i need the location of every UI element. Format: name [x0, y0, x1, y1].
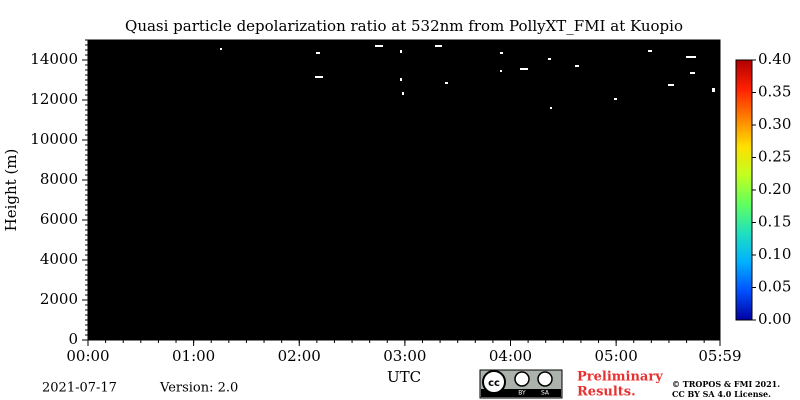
colorbar-tick-label: 0.35	[758, 83, 791, 101]
colorbar-tick-label: 0.15	[758, 213, 791, 231]
badge-cc: cc	[488, 378, 500, 389]
copyright: CC BY SA 4.0 License.	[672, 389, 771, 399]
badge-by: BY	[518, 390, 526, 397]
specks	[220, 45, 715, 109]
notice-line: Preliminary	[577, 370, 663, 385]
x-tick-label: 05:59	[698, 347, 741, 365]
y-tick-label: 10000	[30, 130, 78, 148]
y-tick-label: 8000	[40, 170, 78, 188]
x-tick-label: 01:00	[172, 347, 215, 365]
y-tick-label: 4000	[40, 250, 78, 268]
colorbar-tick-label: 0.40	[758, 50, 791, 68]
version: Version: 2.0	[159, 381, 238, 396]
colorbar-tick-label: 0.05	[758, 278, 791, 296]
x-tick-label: 05:00	[595, 347, 638, 365]
colorbar-tick-label: 0.25	[758, 148, 791, 166]
y-tick-label: 6000	[40, 210, 78, 228]
x-tick-label: 03:00	[383, 347, 426, 365]
x-axis-label: UTC	[387, 368, 421, 386]
colorbar-tick-label: 0.20	[758, 180, 791, 198]
y-tick-label: 2000	[40, 290, 78, 308]
y-tick-label: 14000	[30, 50, 78, 68]
colorbar-tick-label: 0.30	[758, 115, 791, 133]
x-tick-label: 00:00	[66, 347, 109, 365]
y-axis-label: Height (m)	[2, 149, 20, 232]
heatmap-field	[88, 40, 720, 340]
colorbar: 0.00 0.05 0.10 0.15 0.20 0.25 0.30 0.35 0.40	[735, 50, 791, 328]
y-tick-label: 0	[68, 330, 78, 348]
colorbar-tick-label: 0.00	[758, 310, 791, 328]
x-tick-label: 02:00	[278, 347, 321, 365]
plot-area: 00:00 01:00 02:00 03:00 04:00 05:00 05:59 0 2000…	[30, 39, 742, 365]
chart-title: Quasi particle depolarization ratio at 5…	[125, 17, 683, 35]
copyright: © TROPOS & FMI 2021.	[672, 379, 780, 389]
x-tick-label: 04:00	[489, 347, 532, 365]
y-tick-label: 12000	[30, 90, 78, 108]
colorbar-tick-label: 0.10	[758, 245, 791, 263]
colorbar-gradient	[735, 59, 753, 321]
date: 2021-07-17	[42, 381, 117, 396]
badge-sa: SA	[541, 390, 550, 397]
notice-line: Results.	[577, 385, 636, 400]
license-badge: cc BY SA	[479, 369, 563, 399]
